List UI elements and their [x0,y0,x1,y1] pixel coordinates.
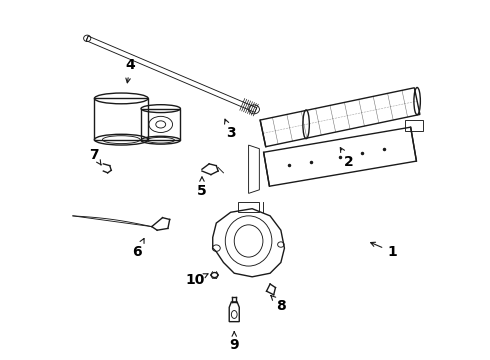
Text: 9: 9 [229,332,239,352]
Text: 10: 10 [185,273,208,287]
Bar [141,109,180,140]
Text: 4: 4 [125,58,135,83]
Text: 6: 6 [133,238,144,259]
Text: 1: 1 [370,242,397,259]
Text: 5: 5 [197,177,207,198]
Text: 8: 8 [271,296,286,312]
Text: 3: 3 [224,119,236,140]
Text: 2: 2 [341,148,354,169]
Bar [95,98,148,140]
Text: 7: 7 [90,148,101,165]
